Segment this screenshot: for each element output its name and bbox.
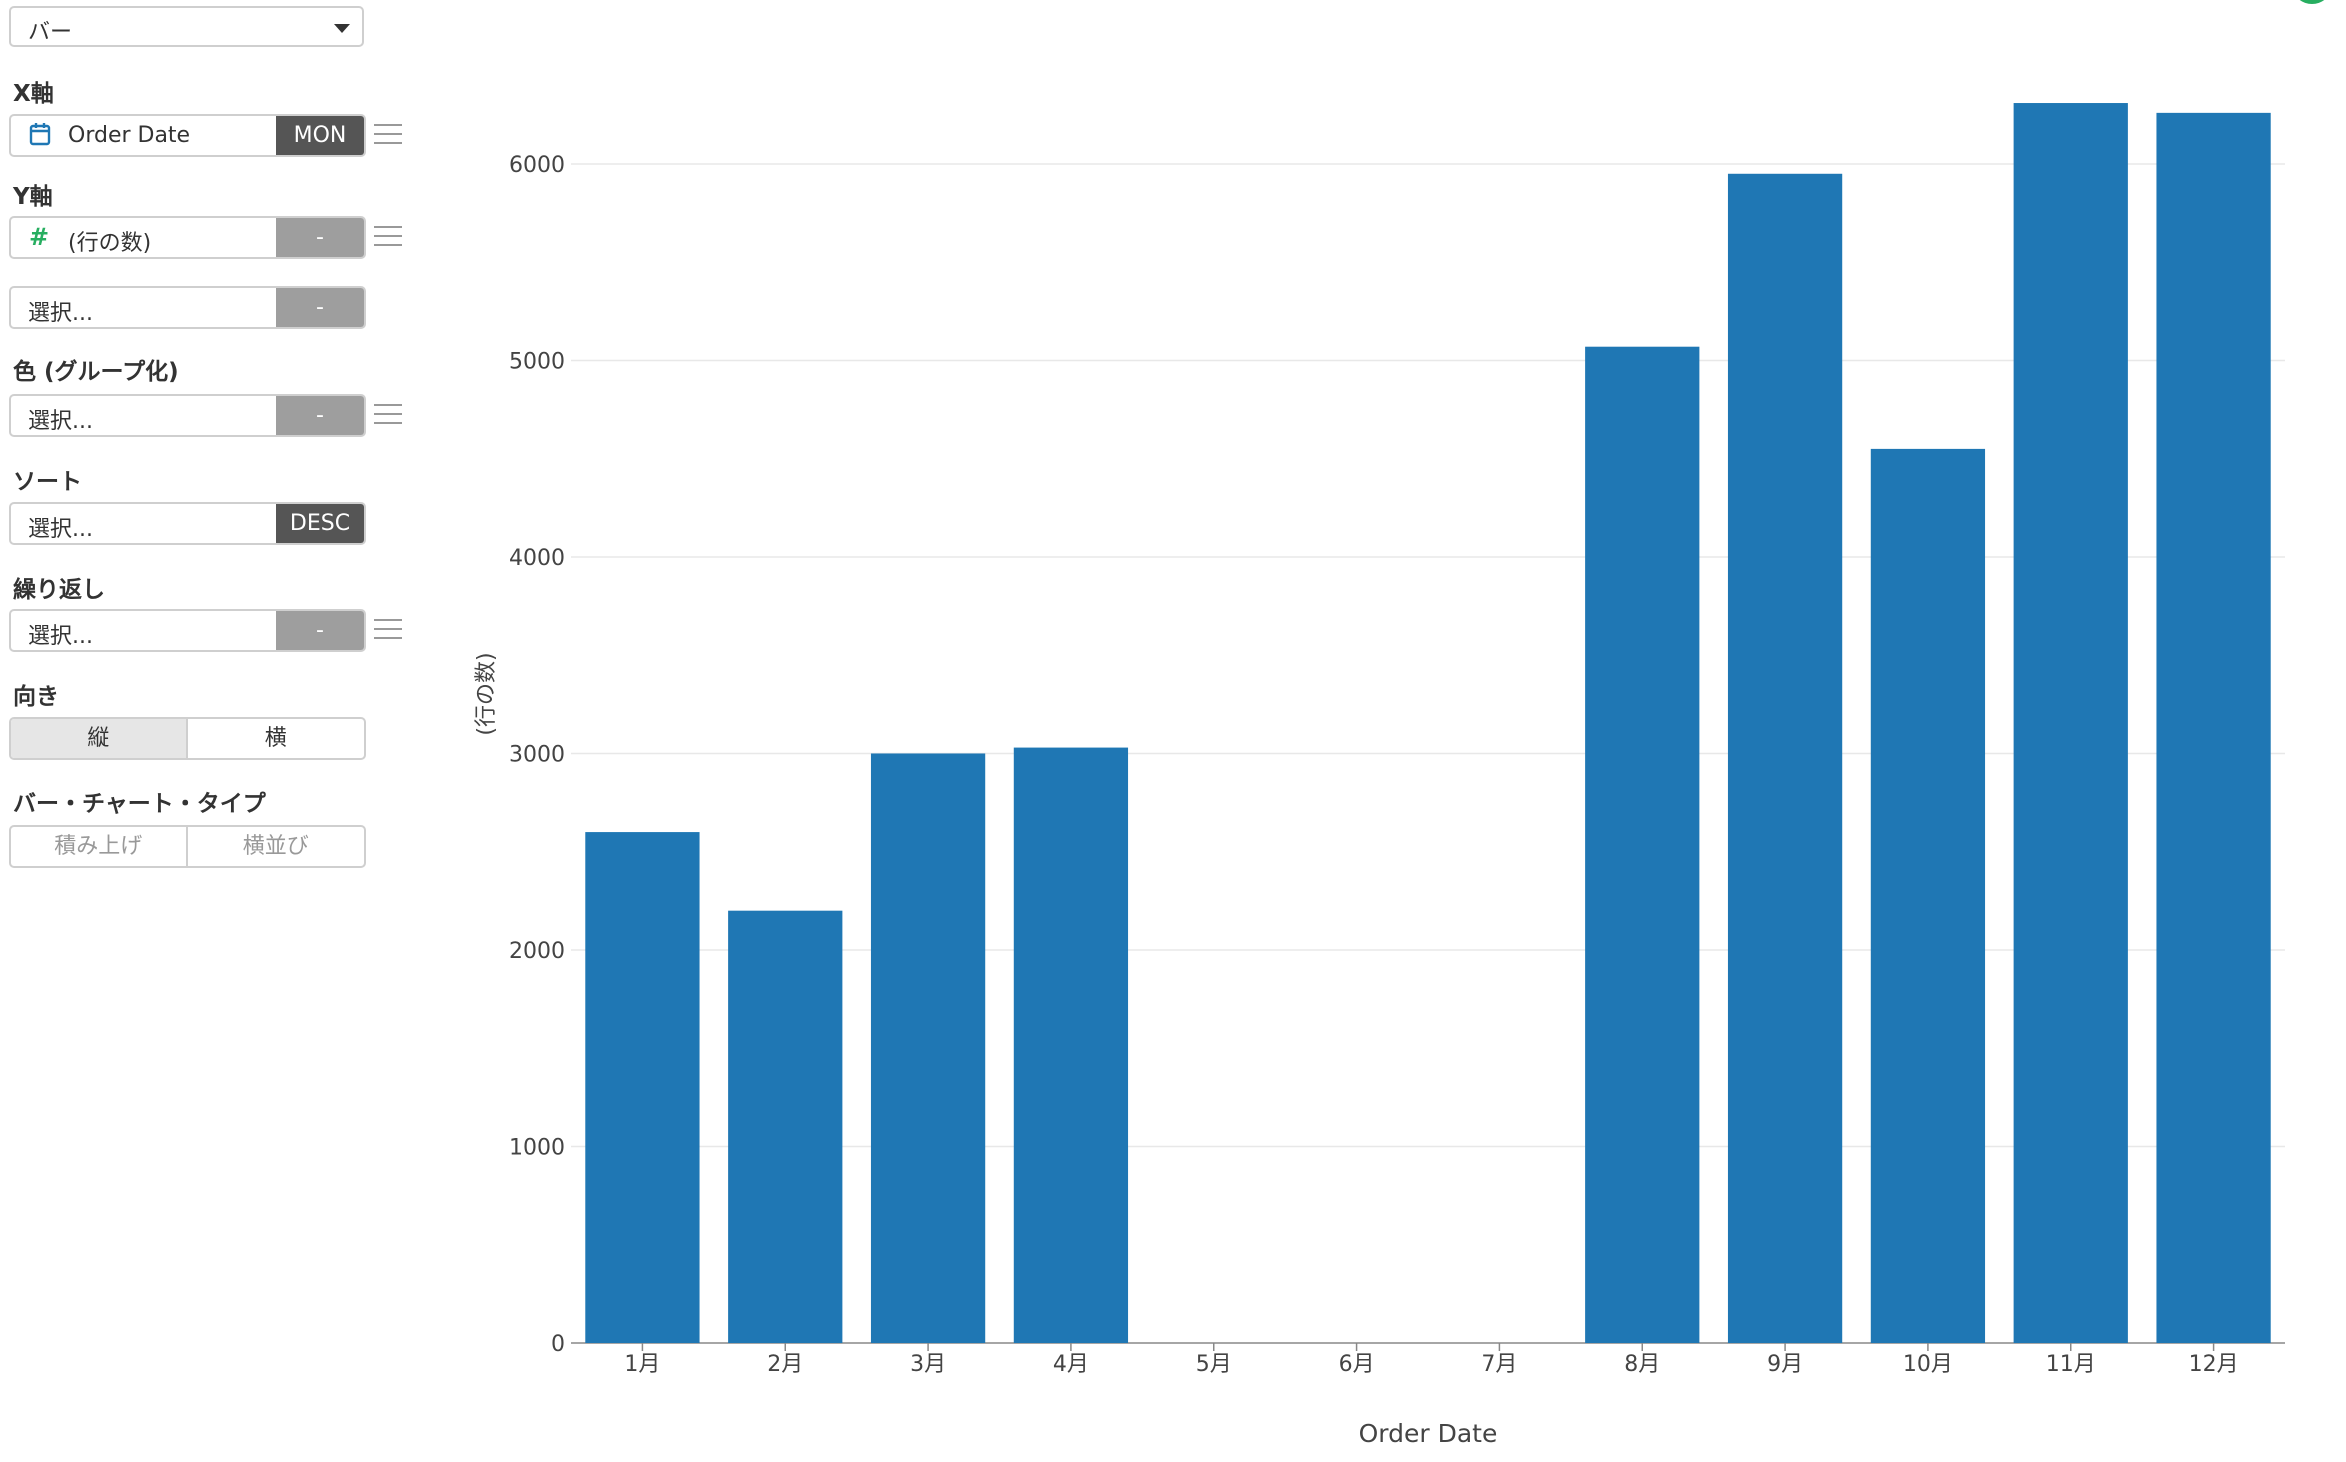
x-tick-label: 6月 — [1339, 1352, 1375, 1377]
chart-type-select[interactable]: バー — [9, 6, 364, 47]
x-tick-label: 10月 — [1903, 1352, 1953, 1377]
bar — [728, 910, 843, 1343]
bar — [870, 753, 986, 1343]
calendar-icon — [29, 121, 51, 153]
y-axis-second-field[interactable]: 選択... - — [9, 286, 366, 329]
orientation-toggle: 縦 横 — [9, 717, 366, 760]
bar — [1727, 173, 1843, 1343]
y-axis-label: Y軸 — [13, 184, 53, 210]
bar — [2156, 112, 2271, 1343]
x-tick-label: 5月 — [1196, 1352, 1232, 1377]
y-tick-label: 6000 — [509, 153, 565, 178]
color-group-label: 色 (グループ化) — [13, 359, 179, 385]
x-axis-label: X軸 — [13, 81, 54, 107]
bar — [585, 832, 700, 1343]
x-tick-label: 12月 — [2189, 1352, 2239, 1377]
x-tick-label: 9月 — [1767, 1352, 1803, 1377]
color-group-field[interactable]: 選択... - — [9, 394, 366, 437]
x-axis-field-name: Order Date — [68, 123, 191, 148]
bar — [1013, 747, 1129, 1343]
orientation-label: 向き — [13, 684, 59, 710]
number-icon: # — [29, 223, 50, 251]
color-group-field-name: 選択... — [28, 409, 93, 434]
bar-chart: 0 1000 2000 3000 4000 5000 6000 1月 2月 3月 4月 5月 6月 7月 8… — [474, 103, 2285, 1448]
x-axis-field[interactable]: Order Date MON — [9, 114, 366, 157]
bar-chart-type-label: バー・チャート・タイプ — [13, 791, 266, 817]
bar — [1870, 448, 1986, 1343]
menu-icon[interactable] — [374, 404, 402, 426]
repeat-agg-button[interactable]: - — [276, 611, 364, 650]
y-axis-field[interactable]: # (行の数) - — [9, 216, 366, 259]
y-axis-agg-button[interactable]: - — [276, 218, 364, 257]
sort-label: ソート — [13, 469, 82, 495]
x-tick-label: 2月 — [767, 1352, 803, 1377]
color-group-agg-button[interactable]: - — [276, 396, 364, 435]
y-axis-title: (行の数) — [474, 652, 499, 735]
bar-chart-type-toggle: 積み上げ 横並び — [9, 825, 366, 868]
x-tick-label: 7月 — [1481, 1352, 1517, 1377]
y-axis-second-field-name: 選択... — [28, 301, 93, 326]
repeat-field[interactable]: 選択... - — [9, 609, 366, 652]
x-tick-label: 4月 — [1053, 1352, 1089, 1377]
sort-order-button[interactable]: DESC — [276, 504, 364, 543]
bar — [1585, 346, 1700, 1343]
chevron-down-icon — [334, 24, 350, 33]
orientation-vertical[interactable]: 縦 — [11, 719, 188, 758]
y-tick-label: 2000 — [509, 939, 565, 964]
y-tick-label: 4000 — [509, 546, 565, 571]
orientation-horizontal[interactable]: 横 — [264, 726, 287, 751]
x-tick-label: 8月 — [1624, 1352, 1660, 1377]
sort-field[interactable]: 選択... DESC — [9, 502, 366, 545]
bar — [2013, 103, 2128, 1344]
menu-icon[interactable] — [374, 226, 402, 248]
y-tick-label: 5000 — [509, 349, 565, 374]
y-axis-second-agg-button[interactable]: - — [276, 288, 364, 327]
x-tick-label: 11月 — [2046, 1352, 2096, 1377]
bar-type-side-by-side[interactable]: 横並び — [242, 834, 309, 859]
menu-icon[interactable] — [374, 619, 402, 641]
y-axis-field-name: (行の数) — [68, 231, 152, 256]
bar-type-stacked[interactable]: 積み上げ — [11, 827, 188, 866]
y-tick-label: 0 — [551, 1332, 565, 1357]
repeat-label: 繰り返し — [13, 577, 105, 603]
x-tick-label: 3月 — [910, 1352, 946, 1377]
x-axis-agg-button[interactable]: MON — [276, 116, 364, 155]
x-tick-label: 1月 — [624, 1352, 660, 1377]
status-indicator — [2294, 0, 2330, 4]
repeat-field-name: 選択... — [28, 624, 93, 649]
chart-type-value: バー — [28, 20, 73, 45]
x-axis-title: Order Date — [1359, 1419, 1498, 1448]
y-tick-label: 1000 — [509, 1135, 565, 1160]
sort-field-name: 選択... — [28, 517, 93, 542]
menu-icon[interactable] — [374, 124, 402, 146]
y-tick-label: 3000 — [509, 742, 565, 767]
chart-settings-panel: バー X軸 Order Date MON Y軸 # (行の数) - 選択... … — [0, 0, 420, 1462]
